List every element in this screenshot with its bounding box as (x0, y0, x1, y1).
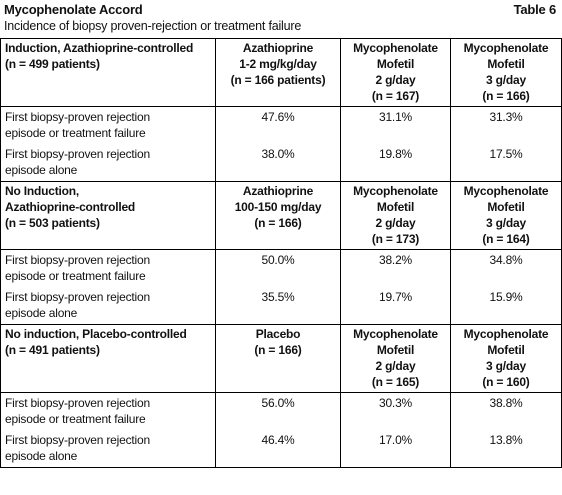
value-cell: 35.5% (215, 287, 341, 325)
section-title: Induction, Azathioprine-controlled (n = … (0, 38, 216, 107)
value-cell: 34.8% (450, 249, 562, 287)
section-header-row: Induction, Azathioprine-controlled (n = … (0, 38, 562, 107)
row-label: First biopsy-proven rejection episode al… (0, 287, 216, 325)
column-header: Mycophenolate Mofetil 3 g/day (n = 164) (450, 181, 562, 250)
value-cell: 31.1% (340, 106, 451, 144)
results-table: Induction, Azathioprine-controlled (n = … (0, 38, 562, 468)
row-label: First biopsy-proven rejection episode al… (0, 430, 216, 468)
column-header: Placebo (n = 166) (215, 324, 341, 393)
value-cell: 47.6% (215, 106, 341, 144)
title: Mycophenolate Accord (4, 2, 143, 17)
column-header: Mycophenolate Mofetil 2 g/day (n = 167) (340, 38, 451, 107)
value-cell: 50.0% (215, 249, 341, 287)
value-cell: 19.7% (340, 287, 451, 325)
section-title: No Induction, Azathioprine-controlled (n… (0, 181, 216, 250)
data-row: First biopsy-proven rejection episode or… (0, 106, 562, 144)
value-cell: 38.8% (450, 392, 562, 430)
row-label: First biopsy-proven rejection episode or… (0, 106, 216, 144)
value-cell: 56.0% (215, 392, 341, 430)
column-header: Mycophenolate Mofetil 3 g/day (n = 160) (450, 324, 562, 393)
subtitle: Incidence of biopsy proven-rejection or … (4, 19, 302, 33)
section-title: No induction, Placebo-controlled (n = 49… (0, 324, 216, 393)
column-header: Azathioprine 1-2 mg/kg/day (n = 166 pati… (215, 38, 341, 107)
column-header: Azathioprine 100-150 mg/day (n = 166) (215, 181, 341, 250)
data-row: First biopsy-proven rejection episode al… (0, 144, 562, 182)
value-cell: 19.8% (340, 144, 451, 182)
data-row: First biopsy-proven rejection episode al… (0, 430, 562, 468)
value-cell: 13.8% (450, 430, 562, 468)
value-cell: 38.2% (340, 249, 451, 287)
section-header-row: No induction, Placebo-controlled (n = 49… (0, 324, 562, 393)
value-cell: 17.0% (340, 430, 451, 468)
row-label: First biopsy-proven rejection episode or… (0, 249, 216, 287)
column-header: Mycophenolate Mofetil 2 g/day (n = 165) (340, 324, 451, 393)
value-cell: 30.3% (340, 392, 451, 430)
value-cell: 17.5% (450, 144, 562, 182)
header: Mycophenolate Accord Table 6 Incidence o… (0, 0, 562, 38)
section-header-row: No Induction, Azathioprine-controlled (n… (0, 181, 562, 250)
data-row: First biopsy-proven rejection episode or… (0, 249, 562, 287)
column-header: Mycophenolate Mofetil 2 g/day (n = 173) (340, 181, 451, 250)
value-cell: 31.3% (450, 106, 562, 144)
row-label: First biopsy-proven rejection episode al… (0, 144, 216, 182)
value-cell: 46.4% (215, 430, 341, 468)
row-label: First biopsy-proven rejection episode or… (0, 392, 216, 430)
data-row: First biopsy-proven rejection episode or… (0, 392, 562, 430)
table-label: Table 6 (513, 2, 557, 17)
data-row: First biopsy-proven rejection episode al… (0, 287, 562, 325)
value-cell: 15.9% (450, 287, 562, 325)
column-header: Mycophenolate Mofetil 3 g/day (n = 166) (450, 38, 562, 107)
value-cell: 38.0% (215, 144, 341, 182)
